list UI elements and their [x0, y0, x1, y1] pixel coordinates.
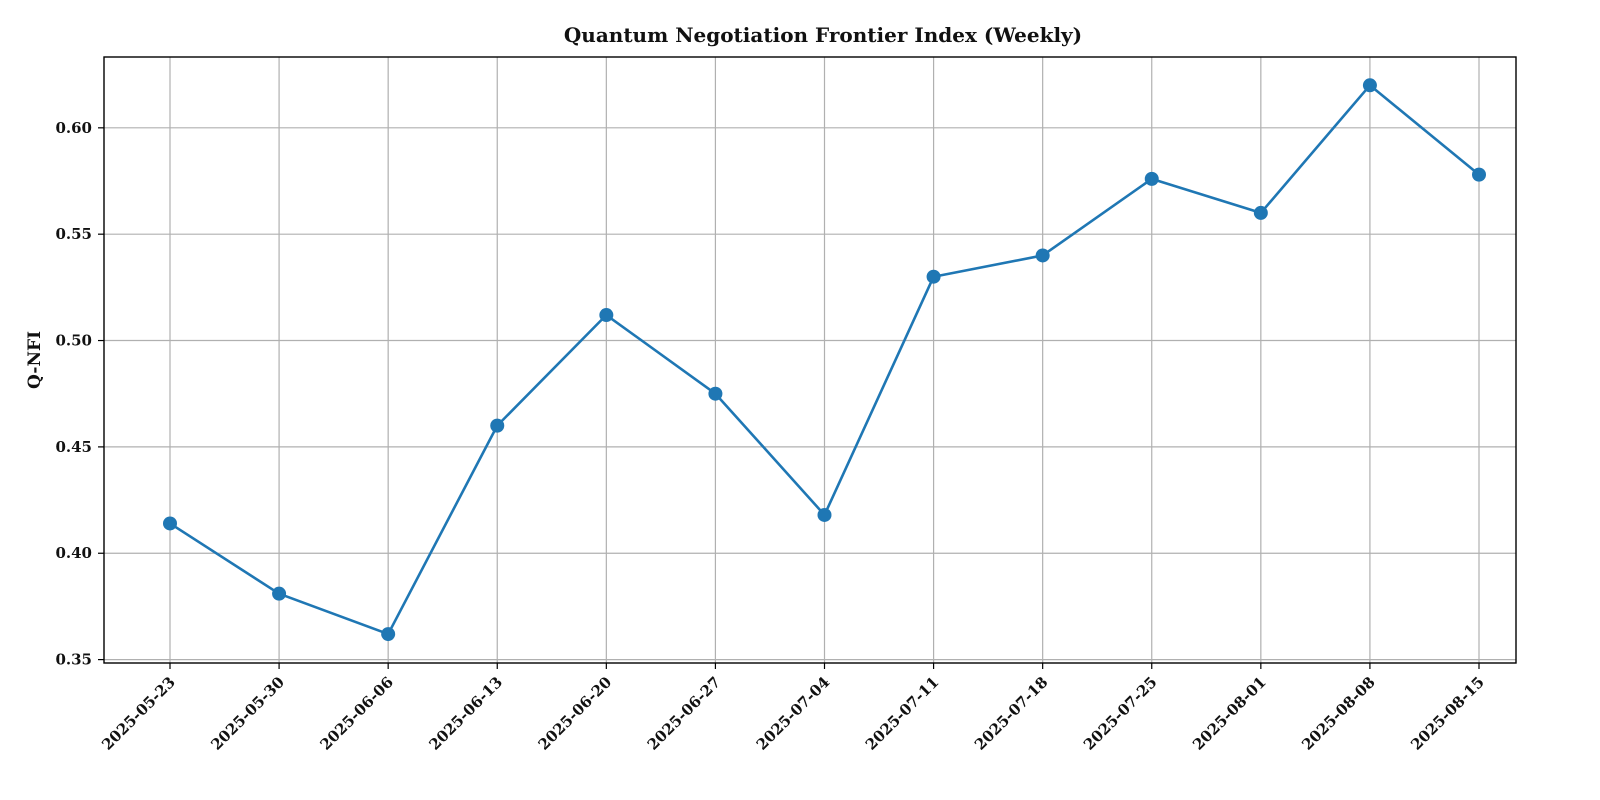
axis-ticks: 2025-05-23 2025-05-30 2025-06-06 2025-06-13… — [55, 119, 1487, 754]
data-point — [381, 627, 396, 642]
x-tick-label: 2025-06-13 — [426, 673, 507, 754]
x-tick-label: 2025-06-27 — [644, 673, 725, 754]
x-tick-label: 2025-07-04 — [753, 673, 834, 754]
y-tick-label: 0.45 — [55, 438, 92, 456]
x-tick-label: 2025-05-30 — [207, 673, 288, 754]
y-tick-label: 0.50 — [55, 332, 92, 350]
y-axis-label: Q-NFI — [25, 331, 45, 389]
plot-frame — [103, 56, 1517, 664]
x-tick-label: 2025-08-08 — [1298, 673, 1379, 754]
x-tick-label: 2025-06-20 — [535, 673, 616, 754]
data-point — [817, 507, 832, 522]
x-tick-label: 2025-07-11 — [862, 673, 943, 754]
x-tick-label: 2025-07-25 — [1080, 673, 1161, 754]
data-point — [599, 308, 614, 323]
data-point — [490, 418, 505, 433]
data-point — [272, 586, 287, 601]
y-tick-label: 0.40 — [55, 544, 92, 562]
y-tick-label: 0.35 — [55, 651, 92, 669]
x-tick-label: 2025-08-01 — [1189, 673, 1270, 754]
data-point — [1362, 78, 1377, 93]
x-tick-label: 2025-07-18 — [971, 673, 1052, 754]
chart-title: Quantum Negotiation Frontier Index (Week… — [564, 23, 1082, 47]
data-point — [163, 516, 177, 531]
data-point — [926, 269, 941, 284]
data-point — [1035, 248, 1050, 263]
data-point — [1253, 205, 1268, 220]
x-tick-label: 2025-05-23 — [98, 673, 179, 754]
y-tick-label: 0.55 — [55, 225, 92, 243]
data-point — [1472, 167, 1486, 182]
grid-lines — [104, 57, 1516, 663]
data-point — [1144, 171, 1159, 186]
data-point — [708, 386, 723, 401]
x-tick-label: 2025-08-15 — [1407, 673, 1488, 754]
y-tick-label: 0.60 — [55, 119, 92, 137]
series-layer — [163, 78, 1486, 642]
x-tick-label: 2025-06-06 — [316, 673, 397, 754]
